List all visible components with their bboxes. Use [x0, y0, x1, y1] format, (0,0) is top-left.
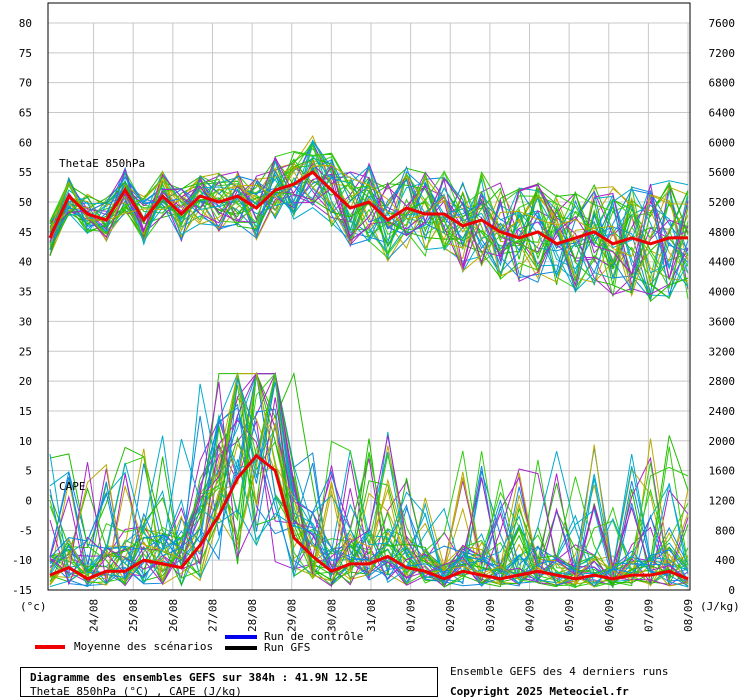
- left-tick-label: 75: [19, 47, 32, 60]
- left-tick-label: 45: [19, 226, 32, 239]
- right-tick-label: 6800: [709, 77, 736, 90]
- right-tick-label: 4800: [709, 226, 736, 239]
- cape-member-line: [49, 451, 689, 588]
- left-tick-label: 30: [19, 315, 32, 328]
- left-tick-label: 15: [19, 405, 32, 418]
- cape-mean-line: [49, 453, 689, 581]
- cape-member-line: [49, 373, 689, 589]
- right-tick-label: 7600: [709, 17, 736, 30]
- left-tick-label: 20: [19, 375, 32, 388]
- ensemble-note: Ensemble GEFS des 4 derniers runs: [450, 665, 669, 678]
- thetae-member-line: [49, 173, 689, 297]
- right-tick-label: 2000: [709, 435, 736, 448]
- chart-axes: 80757065605550454035302520151050-5-10-15…: [12, 2, 736, 632]
- x-date-label: 03/09: [484, 599, 497, 632]
- right-tick-label: 7200: [709, 47, 736, 60]
- right-tick-label: 400: [715, 554, 735, 567]
- diagram-subtitle: ThetaE 850hPa (°C) , CAPE (J/kg): [30, 685, 242, 698]
- right-tick-label: 1600: [709, 465, 736, 478]
- cape-member-line: [49, 382, 689, 585]
- legend-control-swatch: [225, 635, 257, 639]
- right-tick-label: 4000: [709, 286, 736, 299]
- x-date-label: 07/09: [642, 599, 655, 632]
- cape-member-line: [49, 373, 689, 587]
- x-date-label: 25/08: [127, 599, 140, 632]
- left-tick-label: -5: [19, 524, 32, 537]
- left-tick-label: 60: [19, 136, 32, 149]
- legend-control-label: Run de contrôle: [264, 630, 364, 643]
- cape-member-line: [49, 462, 689, 584]
- legend-mean-label: Moyenne des scénarios: [74, 640, 214, 653]
- right-axis-unit: (J/kg): [700, 600, 740, 613]
- x-date-label: 08/09: [682, 599, 695, 632]
- x-date-label: 04/09: [524, 599, 537, 632]
- left-tick-label: 40: [19, 256, 32, 269]
- x-date-label: 24/08: [88, 599, 101, 632]
- thetae-member-line: [49, 144, 689, 281]
- x-date-label: 29/08: [286, 599, 299, 632]
- legend-gfs-label: Run GFS: [264, 641, 311, 654]
- right-tick-label: 3200: [709, 345, 736, 358]
- left-tick-label: 70: [19, 77, 32, 90]
- left-tick-label: 50: [19, 196, 32, 209]
- left-tick-label: 25: [19, 345, 32, 358]
- plot-frame: [47, 2, 691, 591]
- cape-member-line: [49, 373, 689, 588]
- x-date-label: 27/08: [206, 599, 219, 632]
- left-axis-unit: (°c): [20, 600, 47, 613]
- right-tick-label: 800: [715, 524, 735, 537]
- x-date-label: 05/09: [563, 599, 576, 632]
- mean-lines: [48, 170, 689, 581]
- right-tick-label: 0: [728, 584, 735, 597]
- left-tick-label: 55: [19, 166, 32, 179]
- thetae-member-line: [49, 150, 689, 290]
- x-date-label: 31/08: [365, 599, 378, 632]
- left-tick-label: 80: [19, 17, 32, 30]
- right-tick-label: 2800: [709, 375, 736, 388]
- left-tick-label: 5: [25, 465, 32, 478]
- right-tick-label: 4400: [709, 256, 736, 269]
- thetae-member-line: [49, 165, 689, 288]
- left-tick-label: 35: [19, 286, 32, 299]
- legend-gfs-swatch: [225, 646, 257, 650]
- right-tick-label: 3600: [709, 315, 736, 328]
- thetae-member-line: [49, 157, 689, 296]
- left-tick-label: 65: [19, 107, 32, 120]
- x-date-label: 26/08: [167, 599, 180, 632]
- left-tick-label: -10: [12, 554, 32, 567]
- right-tick-label: 6400: [709, 107, 736, 120]
- legend-mean-swatch: [35, 645, 65, 649]
- x-date-label: 06/09: [603, 599, 616, 632]
- thetae-member-line: [49, 164, 689, 273]
- cape-member-line: [49, 373, 689, 587]
- x-date-label: 02/09: [444, 599, 457, 632]
- right-tick-label: 5600: [709, 166, 736, 179]
- left-tick-label: 10: [19, 435, 32, 448]
- thetae-series-label: ThetaE 850hPa: [59, 157, 145, 170]
- left-tick-label: 0: [25, 494, 32, 507]
- right-tick-label: 1200: [709, 494, 736, 507]
- thetae-mean-line: [48, 170, 688, 246]
- copyright-text: Copyright 2025 Meteociel.fr: [450, 685, 629, 698]
- x-date-label: 30/08: [325, 599, 338, 632]
- cape-member-line: [49, 373, 689, 589]
- ensemble-chart: 80757065605550454035302520151050-5-10-15…: [12, 2, 740, 632]
- right-tick-label: 6000: [709, 136, 736, 149]
- x-date-label: 28/08: [246, 599, 259, 632]
- right-tick-label: 5200: [709, 196, 736, 209]
- cape-series-label: CAPE: [59, 480, 86, 493]
- cape-member-line: [49, 373, 689, 585]
- x-date-label: 01/09: [405, 599, 418, 632]
- right-tick-label: 2400: [709, 405, 736, 418]
- left-tick-label: -15: [12, 584, 32, 597]
- diagram-title: Diagramme des ensembles GEFS sur 384h : …: [30, 671, 368, 684]
- cape-member-line: [49, 373, 689, 588]
- info-box: Diagramme des ensembles GEFS sur 384h : …: [20, 667, 438, 698]
